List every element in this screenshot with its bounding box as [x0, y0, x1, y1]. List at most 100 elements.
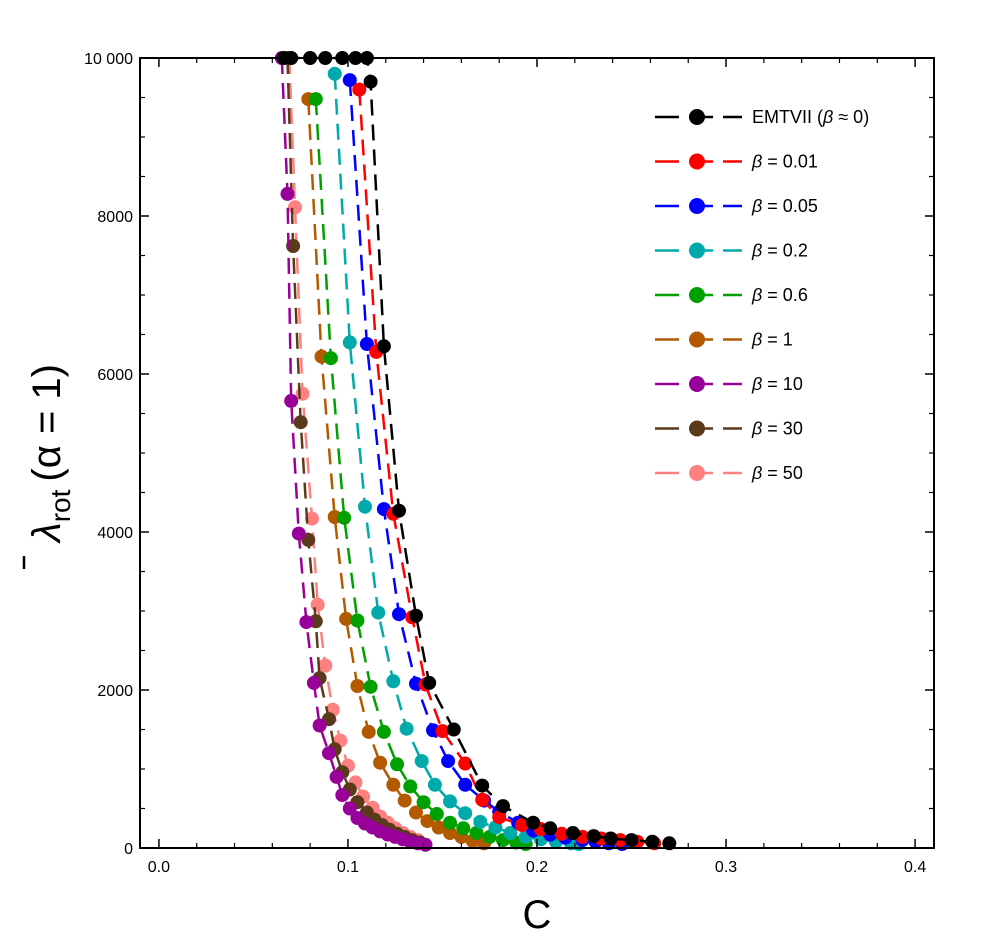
series-line [314, 99, 526, 846]
legend-label: β = 0.2 [751, 241, 808, 261]
legend-item: β = 10 [655, 374, 803, 394]
data-point [422, 675, 437, 690]
data-point [429, 807, 444, 821]
data-point [475, 778, 490, 793]
legend-label: β = 1 [751, 330, 793, 350]
data-point [443, 826, 457, 840]
data-point [363, 679, 378, 694]
legend-item: β = 0.2 [655, 241, 808, 261]
x-tick-label: 0.2 [526, 859, 548, 876]
data-point [645, 834, 660, 849]
series-group [282, 51, 425, 848]
data-point [565, 826, 580, 840]
legend-beta-symbol: β [751, 152, 762, 172]
legend-beta-symbol: β [751, 330, 762, 350]
x-tick-label: 0.1 [337, 859, 359, 876]
data-point [322, 746, 336, 761]
data-point [288, 200, 302, 215]
data-point [386, 674, 401, 689]
data-point [441, 754, 456, 769]
legend-item: β = 0.6 [655, 285, 808, 305]
data-point [586, 829, 601, 844]
data-point [392, 607, 406, 622]
legend-label: EMTVII (β ≈ 0) [752, 107, 869, 127]
data-point [342, 801, 357, 816]
y-axis-label-subscript: rot [45, 489, 76, 522]
data-point [358, 499, 372, 514]
y-tick-label: 10 000 [84, 51, 133, 68]
data-point [323, 351, 338, 366]
data-point [335, 788, 350, 803]
data-point [458, 806, 473, 821]
data-point [403, 779, 418, 794]
data-point [350, 679, 365, 693]
data-point [492, 810, 507, 825]
data-point [291, 526, 306, 541]
legend-item: β = 50 [655, 463, 803, 483]
legend-marker [689, 287, 705, 303]
data-point [435, 724, 450, 739]
x-axis-label: C [523, 893, 552, 937]
legend-marker [689, 331, 705, 348]
data-point [327, 66, 342, 81]
data-point [293, 415, 308, 430]
series-group [274, 51, 433, 852]
legend-marker [689, 153, 705, 170]
data-point [352, 82, 367, 97]
data-point [359, 337, 374, 351]
series-group [276, 51, 677, 851]
legend-marker [689, 198, 705, 214]
data-point [318, 658, 333, 673]
data-point [526, 815, 541, 830]
data-point [409, 805, 423, 820]
x-tick-label: 0.4 [904, 859, 926, 876]
data-point [339, 611, 354, 626]
data-point [543, 821, 558, 836]
data-point [386, 777, 401, 792]
data-point [475, 792, 490, 807]
data-point [399, 721, 414, 736]
data-point [308, 92, 323, 107]
data-point [443, 794, 457, 809]
data-point [603, 831, 618, 846]
data-point [342, 335, 357, 350]
y-tick-label: 6000 [97, 367, 133, 384]
data-point [514, 818, 529, 833]
legend-item: β = 0.01 [655, 152, 818, 172]
data-point [397, 793, 412, 808]
y-axis-label-symbol: λ [25, 522, 69, 544]
legend-beta-symbol: β [751, 463, 762, 483]
legend-marker [689, 242, 705, 259]
axis-ticks: 0.0 0.1 0.2 0.3 0.4 0 2000 4000 6000 8000 10 000 [84, 51, 934, 876]
data-point [376, 339, 391, 354]
data-point [473, 814, 488, 829]
data-point [361, 724, 376, 739]
data-point [306, 675, 321, 690]
data-point [310, 597, 325, 612]
legend-label: β = 30 [751, 419, 803, 439]
data-point [503, 826, 518, 840]
plot-frame [139, 57, 935, 849]
x-tick-label: 0.3 [715, 859, 737, 876]
data-point [337, 510, 352, 525]
data-point [458, 756, 473, 771]
data-point [662, 836, 677, 851]
legend-item: EMTVII (β ≈ 0) [655, 107, 869, 127]
data-point [390, 757, 405, 772]
series-line [286, 57, 421, 844]
legend-beta-symbol: β [751, 374, 762, 394]
series-line [288, 57, 419, 842]
data-point [443, 815, 457, 830]
series-group [301, 92, 492, 851]
legend-label: β = 0.01 [751, 152, 818, 172]
data-point [284, 393, 299, 408]
data-point [414, 754, 429, 769]
data-point [418, 837, 433, 852]
series-line [333, 73, 579, 846]
legend-marker [689, 420, 705, 437]
data-point [624, 833, 639, 848]
data-point [350, 613, 365, 628]
legend-marker [689, 109, 705, 125]
legend-beta-symbol: β [751, 285, 762, 305]
